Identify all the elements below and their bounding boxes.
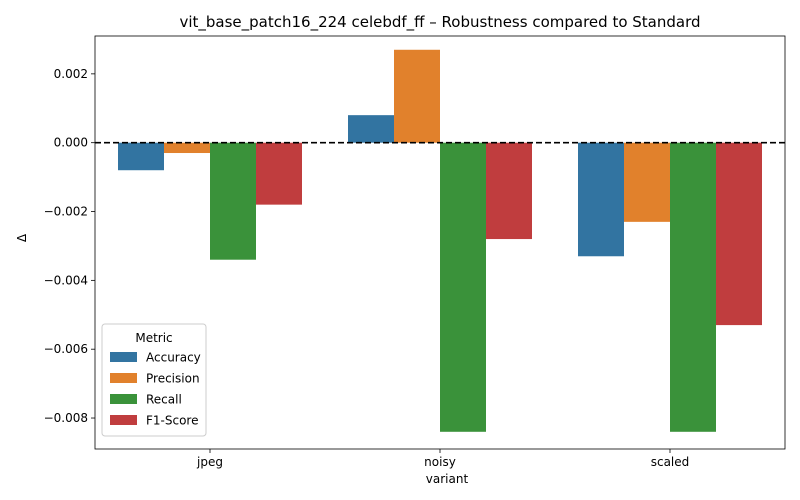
bar-f1-score-scaled	[716, 142, 762, 326]
y-tick-label: −0.004	[44, 273, 88, 287]
legend-items: Accuracy Precision Recall F1-Score	[110, 351, 201, 428]
bar-f1-score-noisy	[486, 142, 532, 240]
x-tick-label-jpeg: jpeg	[196, 455, 223, 469]
y-tick-label: 0.000	[54, 136, 88, 150]
legend: Metric Accuracy Precision Recall F1-Score	[101, 323, 207, 437]
legend-swatch-precision	[110, 373, 137, 383]
y-tick-label: −0.008	[44, 411, 88, 425]
x-axis-label: variant	[426, 472, 469, 486]
plot-area	[95, 49, 785, 432]
legend-label-recall: Recall	[146, 393, 182, 407]
legend-swatch-f1-score	[110, 415, 137, 425]
bar-recall-jpeg	[210, 142, 256, 260]
bar-accuracy-noisy	[348, 115, 394, 143]
legend-label-f1-score: F1-Score	[146, 414, 198, 428]
legend-label-precision: Precision	[146, 372, 200, 386]
y-axis: 0.002 0.000 −0.002 −0.004 −0.006 −0.008	[44, 67, 95, 425]
legend-swatch-recall	[110, 394, 137, 404]
legend-label-accuracy: Accuracy	[146, 351, 201, 365]
legend-swatch-accuracy	[110, 352, 137, 362]
y-axis-label: Δ	[15, 233, 29, 242]
y-tick-label: −0.002	[44, 205, 88, 219]
x-tick-label-noisy: noisy	[424, 455, 456, 469]
y-tick-label: −0.006	[44, 342, 88, 356]
bar-precision-scaled	[624, 142, 670, 222]
x-tick-label-scaled: scaled	[651, 455, 690, 469]
bar-precision-noisy	[394, 49, 440, 143]
bar-recall-noisy	[440, 142, 486, 432]
chart-title: vit_base_patch16_224 celebdf_ff – Robust…	[179, 13, 700, 32]
bar-f1-score-jpeg	[256, 142, 302, 205]
bar-accuracy-jpeg	[118, 142, 164, 171]
bar-recall-scaled	[670, 142, 716, 432]
legend-title: Metric	[135, 331, 172, 345]
x-axis: jpeg noisy scaled	[196, 449, 689, 469]
y-tick-label: 0.002	[54, 67, 88, 81]
bar-precision-jpeg	[164, 142, 210, 154]
bar-accuracy-scaled	[578, 142, 624, 257]
